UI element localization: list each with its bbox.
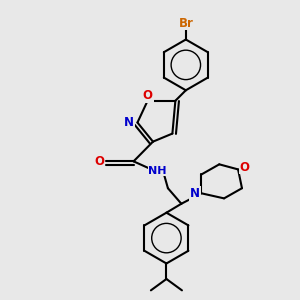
Text: O: O bbox=[240, 160, 250, 173]
Text: O: O bbox=[94, 155, 104, 168]
Text: NH: NH bbox=[148, 166, 167, 176]
Text: N: N bbox=[190, 187, 200, 200]
Text: N: N bbox=[124, 116, 134, 129]
Text: Br: Br bbox=[178, 16, 193, 30]
Text: O: O bbox=[142, 89, 153, 102]
